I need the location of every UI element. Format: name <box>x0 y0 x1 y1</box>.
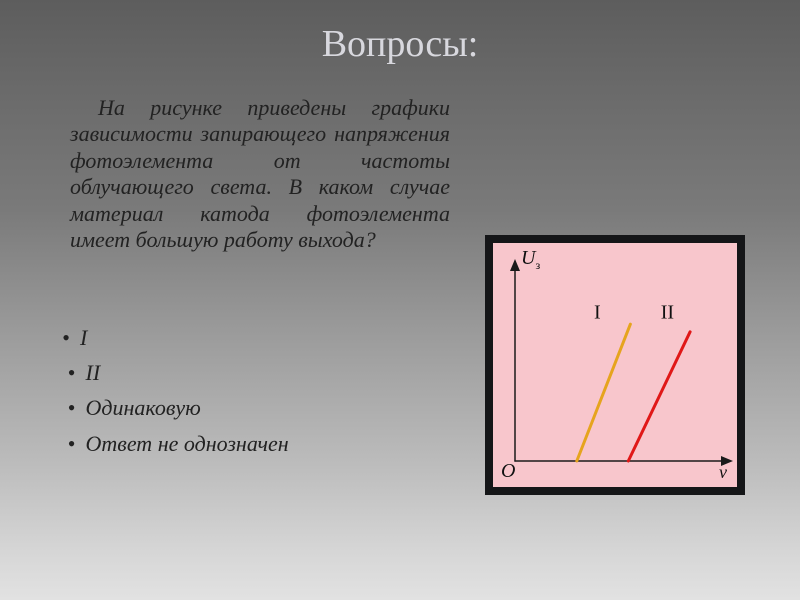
x-axis-label: ν <box>719 462 727 483</box>
origin-label: O <box>501 460 515 483</box>
option-4: • Ответ не однозначен <box>62 426 289 461</box>
option-2-label: II <box>86 360 101 385</box>
slide: Вопросы: На рисунке приведены графики за… <box>0 0 800 600</box>
series-label-1: I <box>594 301 601 324</box>
y-axis-label-sub: з <box>535 258 540 272</box>
chart-svg <box>493 243 737 487</box>
option-4-label: Ответ не однозначен <box>86 431 289 456</box>
answer-options: •I • II • Одинаковую • Ответ не однознач… <box>62 320 289 461</box>
slide-title: Вопросы: <box>0 22 800 66</box>
option-1-label: I <box>80 325 87 350</box>
option-2: • II <box>62 355 289 390</box>
chart-area: Uз ν O III <box>493 243 737 487</box>
chart-frame: Uз ν O III <box>485 235 745 495</box>
option-3-label: Одинаковую <box>86 395 201 420</box>
option-3: • Одинаковую <box>62 390 289 425</box>
y-axis-label: Uз <box>521 247 540 273</box>
y-axis-label-main: U <box>521 247 535 269</box>
option-1: •I <box>62 320 289 355</box>
question-text: На рисунке приведены графики зависимости… <box>70 95 450 253</box>
series-line-1 <box>577 324 631 461</box>
y-axis-arrow <box>510 259 520 271</box>
series-line-2 <box>628 332 690 461</box>
series-label-2: II <box>661 301 674 324</box>
